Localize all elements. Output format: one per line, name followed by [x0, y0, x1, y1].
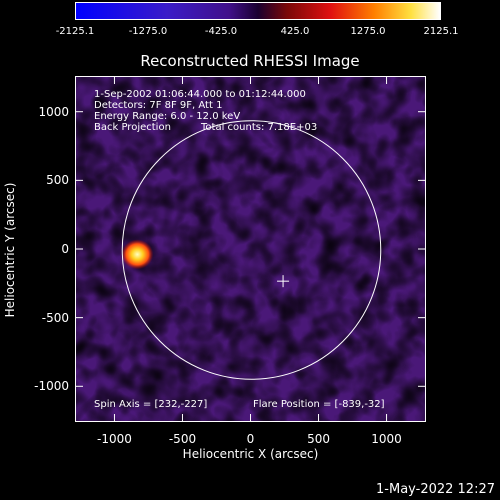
y-tick-label: 1000	[38, 104, 69, 119]
info-spin-axis: Spin Axis = [232,-227]	[94, 399, 208, 410]
plot-title: Reconstructed RHESSI Image	[140, 52, 360, 70]
spin-axis-marker	[277, 275, 290, 288]
image-plot-area[interactable]: 1-Sep-2002 01:06:44.000 to 01:12:44.000 …	[75, 76, 426, 422]
y-tick-label: 500	[46, 173, 69, 188]
x-tick-label: -1000	[97, 432, 132, 446]
info-method: Back Projection	[94, 122, 171, 133]
info-total-counts: Total counts: 7.18E+03	[201, 122, 318, 133]
y-axis-label: Heliocentric Y (arcsec)	[3, 182, 17, 318]
colorbar-tick-label: -425.0	[204, 26, 238, 37]
colorbar-tick-label: 2125.1	[423, 26, 459, 37]
info-detectors: Detectors: 7F 8F 9F, Att 1	[94, 100, 223, 111]
solar-limb-circle	[121, 120, 382, 380]
y-tick-label: -1000	[34, 379, 69, 394]
x-tick-label: -500	[168, 432, 197, 446]
colorbar	[75, 2, 441, 20]
reconstructed-image	[76, 77, 425, 421]
x-axis-label: Heliocentric X (arcsec)	[182, 447, 319, 461]
colorbar-tick-label: -2125.1	[55, 26, 95, 37]
colorbar-gradient	[76, 3, 440, 19]
colorbar-tick-label: 1275.0	[350, 26, 386, 37]
info-flare-position: Flare Position = [-839,-32]	[253, 399, 385, 410]
colorbar-tick-label: -1275.0	[128, 26, 168, 37]
info-time-range: 1-Sep-2002 01:06:44.000 to 01:12:44.000	[94, 89, 306, 100]
colorbar-tick-label: 425.0	[280, 26, 310, 37]
plot-timestamp: 1-May-2022 12:27	[376, 482, 495, 497]
x-tick-label: 1000	[371, 432, 402, 446]
info-energy-range: Energy Range: 6.0 - 12.0 keV	[94, 111, 241, 122]
x-tick-label: 500	[307, 432, 330, 446]
x-tick-label: 0	[246, 432, 255, 446]
bright-source	[121, 239, 154, 270]
y-tick-label: -500	[41, 310, 69, 325]
y-tick-label: 0	[61, 242, 69, 256]
